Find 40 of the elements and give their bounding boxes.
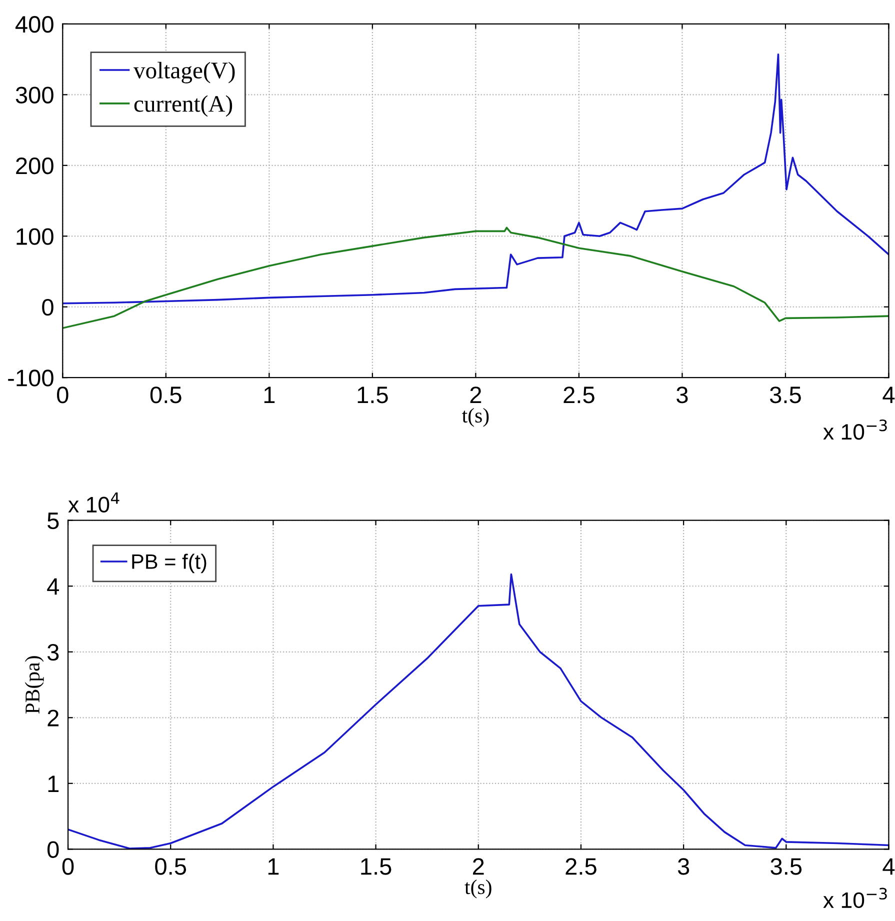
x-axis-title: t(s) — [464, 880, 492, 898]
y-tick-label: 3 — [47, 644, 59, 661]
x-tick-label: 4 — [882, 386, 895, 404]
y-tick-label: 0 — [47, 841, 59, 858]
x-tick-label: 1.5 — [361, 858, 392, 875]
x-tick-label: 2.5 — [564, 386, 594, 404]
x-tick-label: 0 — [62, 858, 74, 875]
y-tick-label: 400 — [15, 16, 54, 33]
y-tick-label: 200 — [16, 157, 54, 174]
x-axis-title: t(s) — [462, 408, 489, 427]
y-tick-label: 4 — [47, 578, 59, 595]
x-tick-label: 2 — [470, 386, 482, 404]
x-tick-label: 3.5 — [770, 858, 802, 875]
legend-label: voltage(V) — [133, 62, 235, 84]
legend-label: current(A) — [134, 95, 232, 117]
y-tick-label: 1 — [48, 776, 59, 792]
x-tick-label: 0.5 — [150, 386, 182, 404]
text: x 10$^{−3}$ — [823, 419, 887, 440]
text: x 10$^{4}$ — [68, 492, 120, 513]
y-tick-label: -100 — [8, 370, 54, 386]
text: x 10$^{−3}$ — [823, 888, 887, 908]
x-tick-label: 2 — [473, 858, 484, 875]
legend-label: PB = f(t) — [132, 554, 206, 574]
x-tick-label: 3 — [678, 858, 690, 875]
x-tick-label: 1 — [268, 858, 279, 875]
y-tick-label: 0 — [42, 298, 54, 316]
y-tick-label: 100 — [16, 228, 54, 245]
line-series — [62, 53, 889, 304]
x-tick-label: 1.5 — [358, 386, 388, 404]
y-tick-label: 2 — [48, 710, 58, 726]
x-tick-label: 3.5 — [770, 386, 801, 404]
x-tick-label: 2.5 — [566, 858, 596, 875]
y-tick-label: 5 — [48, 512, 59, 530]
x-tick-label: 1 — [264, 386, 275, 404]
line-series — [62, 226, 889, 329]
x-tick-label: 4 — [882, 858, 895, 875]
x-tick-label: 0.5 — [155, 858, 186, 875]
x-tick-label: 3 — [676, 386, 688, 404]
y-axis-title: PB(pa) — [24, 656, 44, 714]
y-tick-label: 300 — [16, 86, 54, 104]
